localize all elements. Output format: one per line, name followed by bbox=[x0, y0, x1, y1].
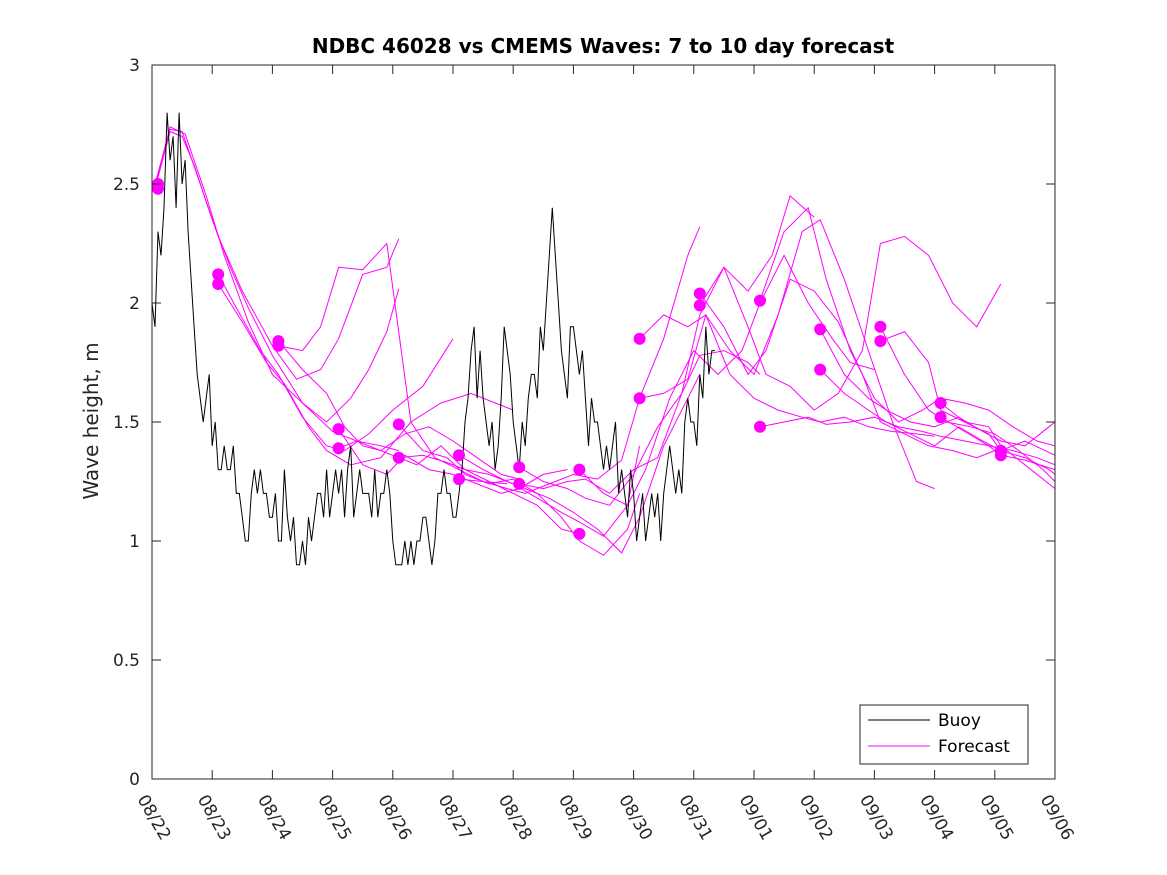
forecast-line-10 bbox=[398, 445, 641, 537]
forecast-marker-29 bbox=[994, 449, 1007, 462]
forecast-line-2 bbox=[154, 126, 400, 423]
legend-forecast-label: Forecast bbox=[938, 737, 1010, 757]
forecast-line-5 bbox=[278, 340, 520, 480]
forecast-line-7 bbox=[338, 428, 568, 494]
forecast-line-19 bbox=[699, 235, 1002, 411]
legend-box bbox=[859, 704, 1029, 765]
forecast-line-16 bbox=[639, 314, 935, 437]
forecast-line-26 bbox=[940, 402, 1056, 456]
forecast-line-8 bbox=[338, 440, 580, 535]
legend-buoy-label: Buoy bbox=[938, 711, 981, 731]
forecast-marker-9 bbox=[392, 451, 405, 464]
forecast-line-11 bbox=[458, 374, 701, 554]
forecast-marker-5 bbox=[272, 339, 285, 352]
forecast-marker-10 bbox=[453, 449, 465, 462]
forecast-marker-13 bbox=[513, 477, 526, 490]
forecast-line-20 bbox=[759, 206, 1056, 447]
forecast-marker-20 bbox=[754, 294, 766, 307]
forecast-line-13 bbox=[518, 350, 761, 506]
y-tick-label-5: 2.5 bbox=[113, 175, 140, 195]
forecast-line-4 bbox=[217, 283, 514, 466]
forecast-marker-3 bbox=[212, 278, 225, 290]
forecast-marker-12 bbox=[513, 461, 526, 474]
buoy-line bbox=[151, 112, 715, 566]
forecast-marker-25 bbox=[874, 335, 887, 348]
forecast-marker-1 bbox=[152, 182, 164, 195]
y-axis-label: Wave height, m bbox=[79, 342, 103, 499]
forecast-line-18 bbox=[699, 278, 995, 459]
forecast-marker-21 bbox=[754, 420, 766, 433]
forecast-line-3 bbox=[217, 274, 454, 452]
forecast-marker-26 bbox=[934, 397, 947, 409]
y-tick-label-4: 2 bbox=[129, 294, 140, 314]
forecast-line-12 bbox=[458, 226, 701, 494]
y-tick-label-2: 1 bbox=[129, 532, 140, 552]
forecast-marker-22 bbox=[814, 323, 827, 336]
forecast-marker-16 bbox=[633, 332, 646, 345]
forecast-marker-17 bbox=[633, 392, 646, 405]
forecast-marker-24 bbox=[874, 320, 887, 333]
forecast-marker-23 bbox=[814, 363, 827, 376]
chart-title: NDBC 46028 vs CMEMS Waves: 7 to 10 day f… bbox=[312, 34, 895, 58]
forecast-marker-6 bbox=[332, 423, 345, 436]
legend: Buoy Forecast bbox=[859, 704, 1029, 765]
forecast-marker-19 bbox=[693, 299, 706, 312]
forecast-line-27 bbox=[940, 416, 1056, 471]
forecast-line-14 bbox=[519, 195, 815, 495]
forecast-marker-8 bbox=[392, 418, 405, 431]
plot-area bbox=[151, 112, 1056, 566]
forecast-marker-2 bbox=[212, 268, 225, 281]
y-tick-label-3: 1.5 bbox=[113, 413, 140, 433]
forecast-line-23 bbox=[819, 369, 1056, 475]
forecast-marker-18 bbox=[693, 287, 706, 300]
forecast-line-6 bbox=[278, 242, 508, 485]
y-tick-label-6: 3 bbox=[129, 56, 140, 76]
forecast-marker-11 bbox=[453, 473, 465, 486]
y-axis: 0 0.5 1 1.5 2 2.5 3 bbox=[113, 56, 1055, 790]
forecast-marker-15 bbox=[573, 527, 586, 540]
forecast-marker-7 bbox=[332, 442, 345, 455]
forecast-line-15 bbox=[579, 254, 875, 506]
forecast-line-17 bbox=[639, 218, 935, 490]
forecast-line-9 bbox=[398, 424, 641, 556]
y-tick-label-0: 0 bbox=[129, 770, 140, 790]
forecast-marker-27 bbox=[934, 411, 947, 424]
y-tick-label-1: 0.5 bbox=[113, 651, 140, 671]
forecast-line-21 bbox=[759, 416, 1056, 466]
forecast-marker-14 bbox=[573, 463, 586, 476]
